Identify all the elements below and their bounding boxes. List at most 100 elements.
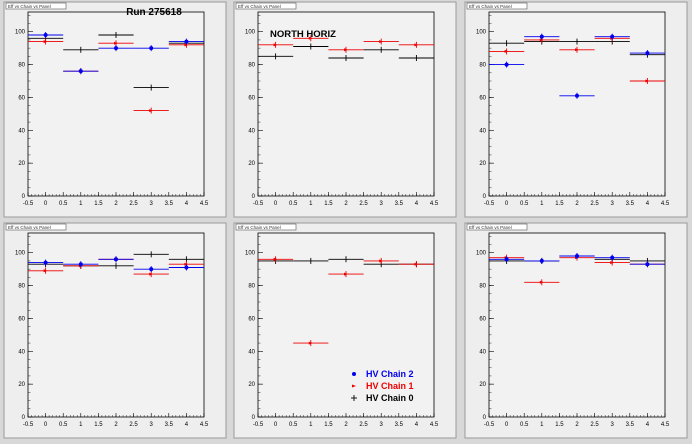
y-tick-label: 0 (252, 415, 256, 421)
y-tick-label: 60 (18, 316, 25, 322)
x-tick-label: 1.5 (324, 201, 333, 207)
x-tick-label: 4 (646, 422, 650, 428)
x-tick-label: 3 (150, 422, 154, 428)
x-tick-label: 0 (274, 422, 278, 428)
panel-title-text: Eff vs Chain vs Panel (469, 4, 512, 9)
y-tick-label: 40 (18, 349, 25, 355)
data-point-chain1 (184, 43, 189, 47)
y-tick-label: 100 (476, 30, 487, 36)
data-point-chain2 (575, 254, 579, 258)
title-box (466, 2, 528, 10)
data-point-chain2 (43, 260, 48, 265)
x-tick-label: 0 (505, 422, 509, 428)
data-point-chain2 (539, 34, 544, 39)
x-tick-label: 1 (540, 201, 544, 207)
x-tick-label: 0.5 (59, 422, 68, 428)
x-tick-label: 3 (380, 422, 384, 428)
x-tick-label: 4 (415, 422, 419, 428)
x-tick-label: 1.5 (94, 422, 103, 428)
x-tick-label: -0.5 (484, 201, 495, 207)
x-tick-label: 1 (540, 422, 544, 428)
x-tick-label: 3.5 (165, 201, 174, 207)
y-tick-label: 80 (479, 284, 486, 290)
y-tick-label: 60 (248, 95, 255, 101)
x-tick-label: 1.5 (555, 201, 564, 207)
x-tick-label: 2.5 (359, 422, 368, 428)
title-box (235, 223, 297, 231)
y-tick-label: 40 (479, 349, 486, 355)
x-tick-label: 3 (611, 201, 615, 207)
title-box (5, 223, 67, 231)
y-tick-label: 20 (18, 161, 25, 167)
data-point-chain1 (149, 109, 154, 113)
plot-area (488, 232, 666, 418)
data-point-chain1 (149, 272, 154, 276)
data-point-chain2 (539, 258, 544, 263)
x-tick-label: 4.5 (430, 422, 439, 428)
x-tick-label: -0.5 (253, 422, 264, 428)
data-point-chain1 (379, 40, 384, 44)
panel-title-text: Eff vs Chain vs Panel (469, 225, 512, 230)
plot-area (27, 11, 205, 197)
x-tick-label: 0.5 (520, 422, 529, 428)
y-tick-label: 100 (15, 251, 26, 257)
x-tick-label: 2 (344, 201, 348, 207)
x-tick-label: 2.5 (129, 422, 138, 428)
y-tick-label: 20 (248, 161, 255, 167)
x-tick-label: 2.5 (129, 201, 138, 207)
data-point-chain2 (504, 62, 509, 67)
y-tick-label: 20 (18, 382, 25, 388)
data-point-chain2 (114, 257, 118, 262)
x-tick-label: 3.5 (165, 422, 174, 428)
x-tick-label: 4 (415, 201, 419, 207)
data-point-chain2 (149, 46, 154, 51)
x-tick-label: 3.5 (626, 422, 635, 428)
x-tick-label: 4.5 (661, 422, 670, 428)
data-point-chain1 (539, 38, 544, 42)
data-point-chain2 (645, 51, 650, 56)
data-point-chain2 (504, 257, 509, 262)
y-tick-label: 20 (479, 382, 486, 388)
data-point-chain2 (184, 39, 189, 44)
y-tick-label: 60 (18, 95, 25, 101)
y-tick-label: 60 (479, 316, 486, 322)
data-point-chain1 (184, 262, 189, 266)
title-box (5, 2, 67, 10)
panel-3: Eff vs Chain vs Panel-0.5 0 0.5 1 1.5 2 2.5 3 3.… (464, 1, 688, 218)
run-label: Run 275618 (126, 7, 182, 18)
data-point-chain2 (184, 265, 189, 270)
panel-2: Eff vs Chain vs Panel-0.5 0 0.5 1 1.5 2 2.5 3 3.… (233, 1, 457, 218)
x-tick-label: 1.5 (94, 201, 103, 207)
x-tick-label: 0.5 (289, 201, 298, 207)
x-tick-label: 0 (274, 201, 278, 207)
panel-title-text: Eff vs Chain vs Panel (238, 4, 281, 9)
x-tick-label: 1 (309, 422, 313, 428)
x-tick-label: 3.5 (626, 201, 635, 207)
x-tick-label: 3.5 (395, 422, 404, 428)
data-point-chain1 (414, 43, 419, 47)
data-point-chain1 (43, 269, 48, 273)
data-point-chain1 (308, 36, 313, 40)
data-point-chain2 (78, 69, 83, 74)
y-tick-label: 60 (248, 316, 255, 322)
x-tick-label: 3 (611, 422, 615, 428)
title-box (235, 2, 297, 10)
y-tick-label: 80 (248, 284, 255, 290)
y-tick-label: 100 (245, 30, 256, 36)
x-tick-label: 4 (185, 201, 189, 207)
x-tick-label: 0 (44, 201, 48, 207)
panel-1: Eff vs Chain vs Panel-0.5 0 0.5 1 1.5 2 2.5 3 3.… (3, 1, 227, 218)
y-tick-label: 0 (483, 194, 487, 200)
panel-title-text: Eff vs Chain vs Panel (238, 225, 281, 230)
x-tick-label: 4 (185, 422, 189, 428)
x-tick-label: 0.5 (289, 422, 298, 428)
data-point-chain2 (149, 267, 154, 272)
title-box (466, 223, 528, 231)
y-tick-label: 40 (18, 128, 25, 134)
y-tick-label: 80 (18, 284, 25, 290)
x-tick-label: 4.5 (661, 201, 670, 207)
x-tick-label: 1 (79, 422, 83, 428)
x-tick-label: 2.5 (590, 201, 599, 207)
x-tick-label: 2.5 (359, 201, 368, 207)
